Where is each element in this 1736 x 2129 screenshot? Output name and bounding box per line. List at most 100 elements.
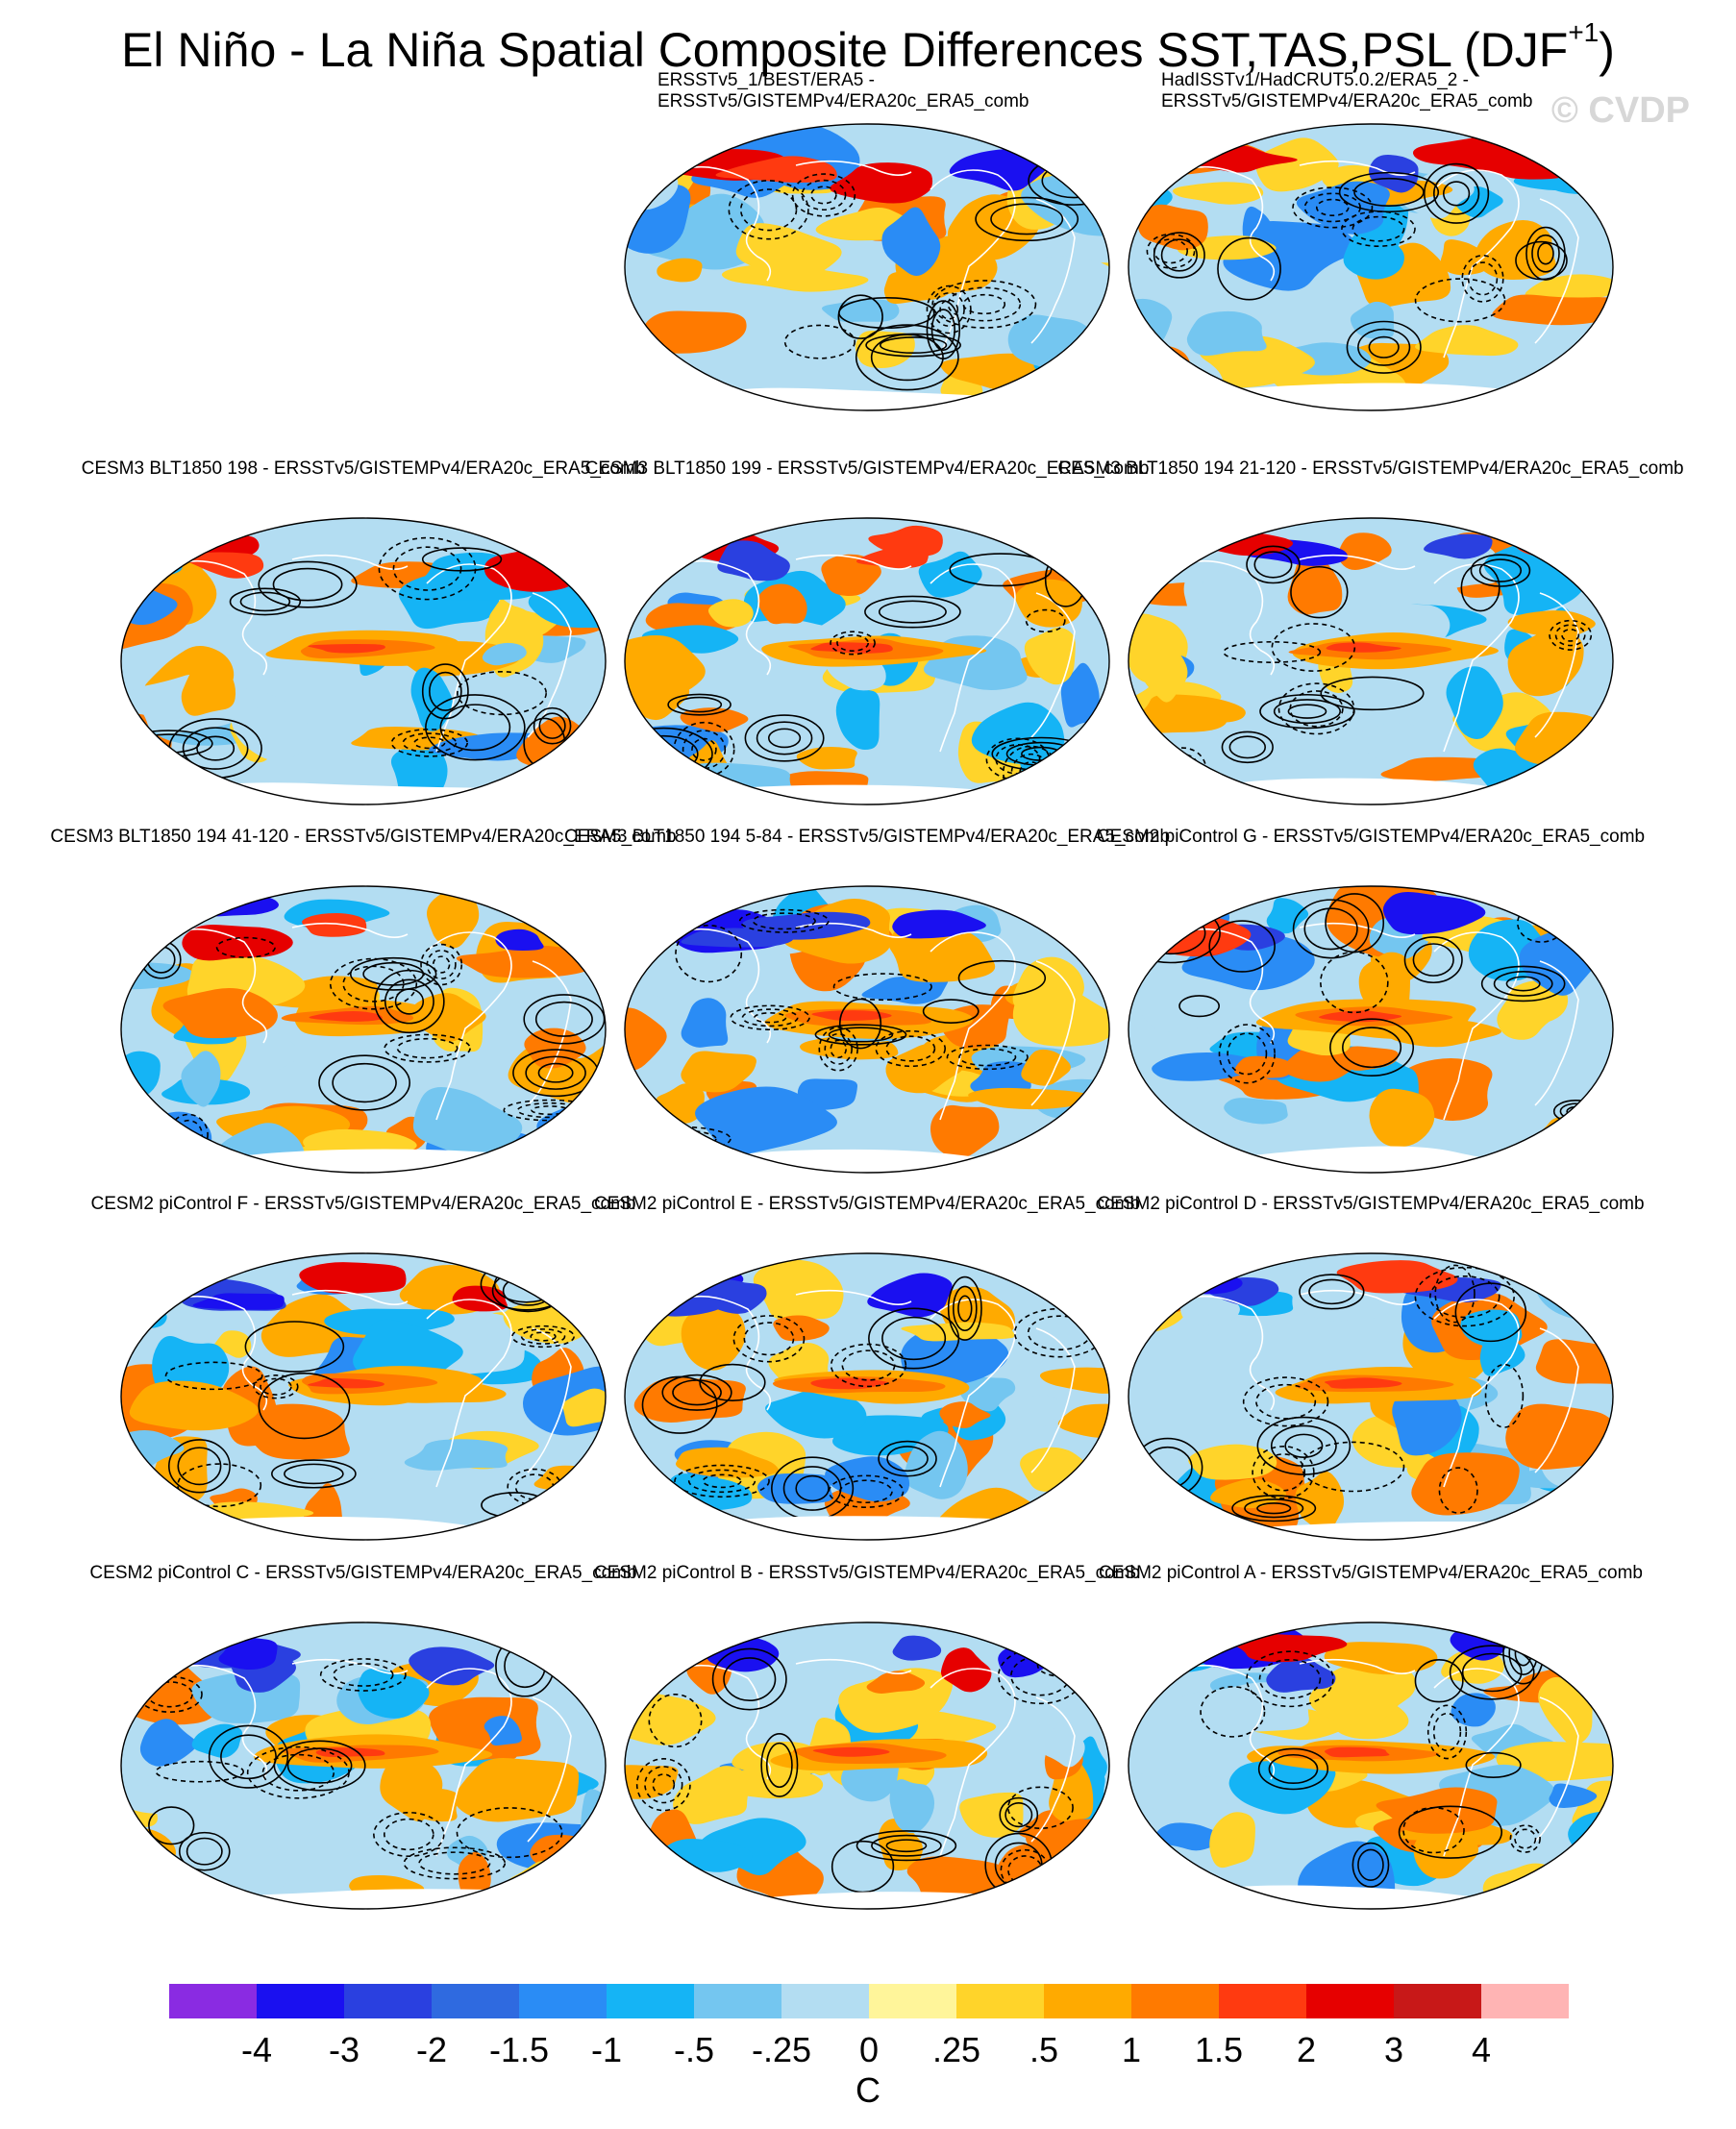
anomaly-region xyxy=(892,1635,942,1661)
anomaly-region xyxy=(1132,1482,1172,1515)
psl-contour xyxy=(167,1439,231,1494)
colorbar-swatch xyxy=(519,1984,608,2018)
enso-warm-core xyxy=(308,644,385,654)
colorbar-swatch xyxy=(607,1984,695,2018)
composite-map xyxy=(1127,122,1615,412)
coastline xyxy=(680,559,772,676)
colorbar-swatch xyxy=(169,1984,258,2018)
psl-contour xyxy=(1303,907,1358,951)
psl-contour xyxy=(1200,1686,1266,1738)
psl-contour xyxy=(647,1129,717,1149)
coastline xyxy=(1534,592,1579,738)
psl-contour xyxy=(1467,261,1499,296)
anomaly-region xyxy=(707,599,754,628)
psl-contour xyxy=(177,1463,262,1508)
colorbar-tick-label: 1 xyxy=(1121,2030,1142,2069)
psl-contour xyxy=(253,1374,299,1399)
anomaly-region xyxy=(1039,1367,1109,1394)
composite-map xyxy=(119,884,608,1175)
anomaly-region xyxy=(1188,1444,1277,1480)
panel-title-line: CESM3 BLT1850 198 - ERSSTv5/GISTEMPv4/ER… xyxy=(81,458,646,479)
psl-contour xyxy=(260,1377,292,1396)
psl-contour xyxy=(182,727,249,770)
anomaly-region xyxy=(1415,325,1519,357)
composite-map xyxy=(1127,884,1615,1175)
anomaly-region xyxy=(1535,1339,1613,1385)
enso-warm-core xyxy=(1324,1746,1390,1758)
psl-contour xyxy=(418,1851,491,1875)
anomaly-region xyxy=(1392,1388,1462,1456)
psl-contour xyxy=(947,1275,982,1341)
panel-title-line: CESM3 BLT1850 199 - ERSSTv5/GISTEMPv4/ER… xyxy=(584,458,1150,479)
anomaly-region xyxy=(625,1765,679,1799)
composite-map xyxy=(623,1621,1111,1911)
anomaly-region xyxy=(1164,1268,1243,1295)
psl-contour xyxy=(836,633,870,652)
anomaly-region xyxy=(192,1293,285,1310)
anomaly-region xyxy=(1538,1676,1594,1745)
map-border xyxy=(624,123,1110,411)
anomaly-region xyxy=(1295,1471,1345,1536)
anomaly-region xyxy=(302,912,367,937)
coastline xyxy=(795,1658,912,1674)
panel-title: HadISSTv1/HadCRUT5.0.2/ERA5_2 - ERSSTv5/G… xyxy=(1161,70,1532,112)
coastline xyxy=(1534,1327,1579,1473)
composite-map xyxy=(1127,1621,1615,1911)
colorbar-swatch xyxy=(1306,1984,1395,2018)
psl-contour xyxy=(1025,608,1066,633)
composite-map xyxy=(119,1251,608,1542)
anomaly-region xyxy=(1496,1741,1613,1782)
anomaly-region xyxy=(139,1719,197,1767)
psl-contour xyxy=(1284,1433,1324,1458)
anomaly-region xyxy=(680,707,749,732)
psl-contour xyxy=(1484,1363,1525,1428)
coastline xyxy=(426,563,512,753)
psl-contour xyxy=(832,973,932,1002)
composite-map xyxy=(623,516,1111,806)
psl-contour xyxy=(271,1459,357,1489)
anomaly-region xyxy=(1287,556,1343,615)
colorbar-swatch xyxy=(956,1984,1045,2018)
psl-contour xyxy=(1268,1753,1319,1784)
psl-contour xyxy=(841,1349,896,1381)
anomaly-region xyxy=(675,1447,779,1478)
panel-title-line: CESM3 BLT1850 194 5-84 - ERSSTv5/GISTEMP… xyxy=(563,827,1171,847)
colorbar-tick-label: 2 xyxy=(1296,2030,1317,2069)
anomaly-region xyxy=(773,1315,830,1342)
psl-contour xyxy=(1398,1805,1503,1859)
anomaly-region xyxy=(458,1851,491,1898)
composite-map xyxy=(1127,516,1615,806)
psl-contour xyxy=(856,1830,957,1862)
panel-title-line: CESM2 piControl E - ERSSTv5/GISTEMPv4/ER… xyxy=(593,1194,1141,1214)
psl-contour xyxy=(319,1658,407,1692)
psl-contour xyxy=(871,1834,942,1857)
psl-contour xyxy=(1260,1453,1306,1492)
coastline xyxy=(1299,554,1416,570)
panel-title: CESM3 BLT1850 199 - ERSSTv5/GISTEMPv4/ER… xyxy=(585,458,1150,480)
coastline xyxy=(527,1327,572,1473)
coastline xyxy=(1534,960,1579,1106)
anomaly-region xyxy=(1505,1403,1613,1470)
colorbar-swatch xyxy=(1481,1984,1569,2018)
anomaly-region xyxy=(1060,662,1100,728)
colorbar-tick-label: -.25 xyxy=(751,2030,812,2069)
psl-contour xyxy=(239,591,291,612)
psl-contour xyxy=(1346,320,1422,374)
anomaly-region xyxy=(821,554,881,596)
coastline xyxy=(795,554,912,570)
colorbar-units: C xyxy=(856,2070,880,2110)
psl-contour xyxy=(838,998,882,1050)
anomaly-region xyxy=(1217,720,1267,752)
anomaly-region xyxy=(454,1758,580,1822)
psl-contour xyxy=(878,1440,937,1477)
psl-contour xyxy=(1514,1828,1537,1849)
psl-contour xyxy=(1423,162,1490,224)
psl-contour xyxy=(930,309,955,351)
psl-contour xyxy=(765,1742,793,1789)
anomaly-region xyxy=(1024,627,1076,685)
colorbar-swatch xyxy=(869,1984,957,2018)
psl-contour xyxy=(1253,551,1293,579)
psl-contour xyxy=(743,1322,795,1356)
coastline xyxy=(1299,1289,1416,1305)
psl-contour xyxy=(429,671,462,711)
